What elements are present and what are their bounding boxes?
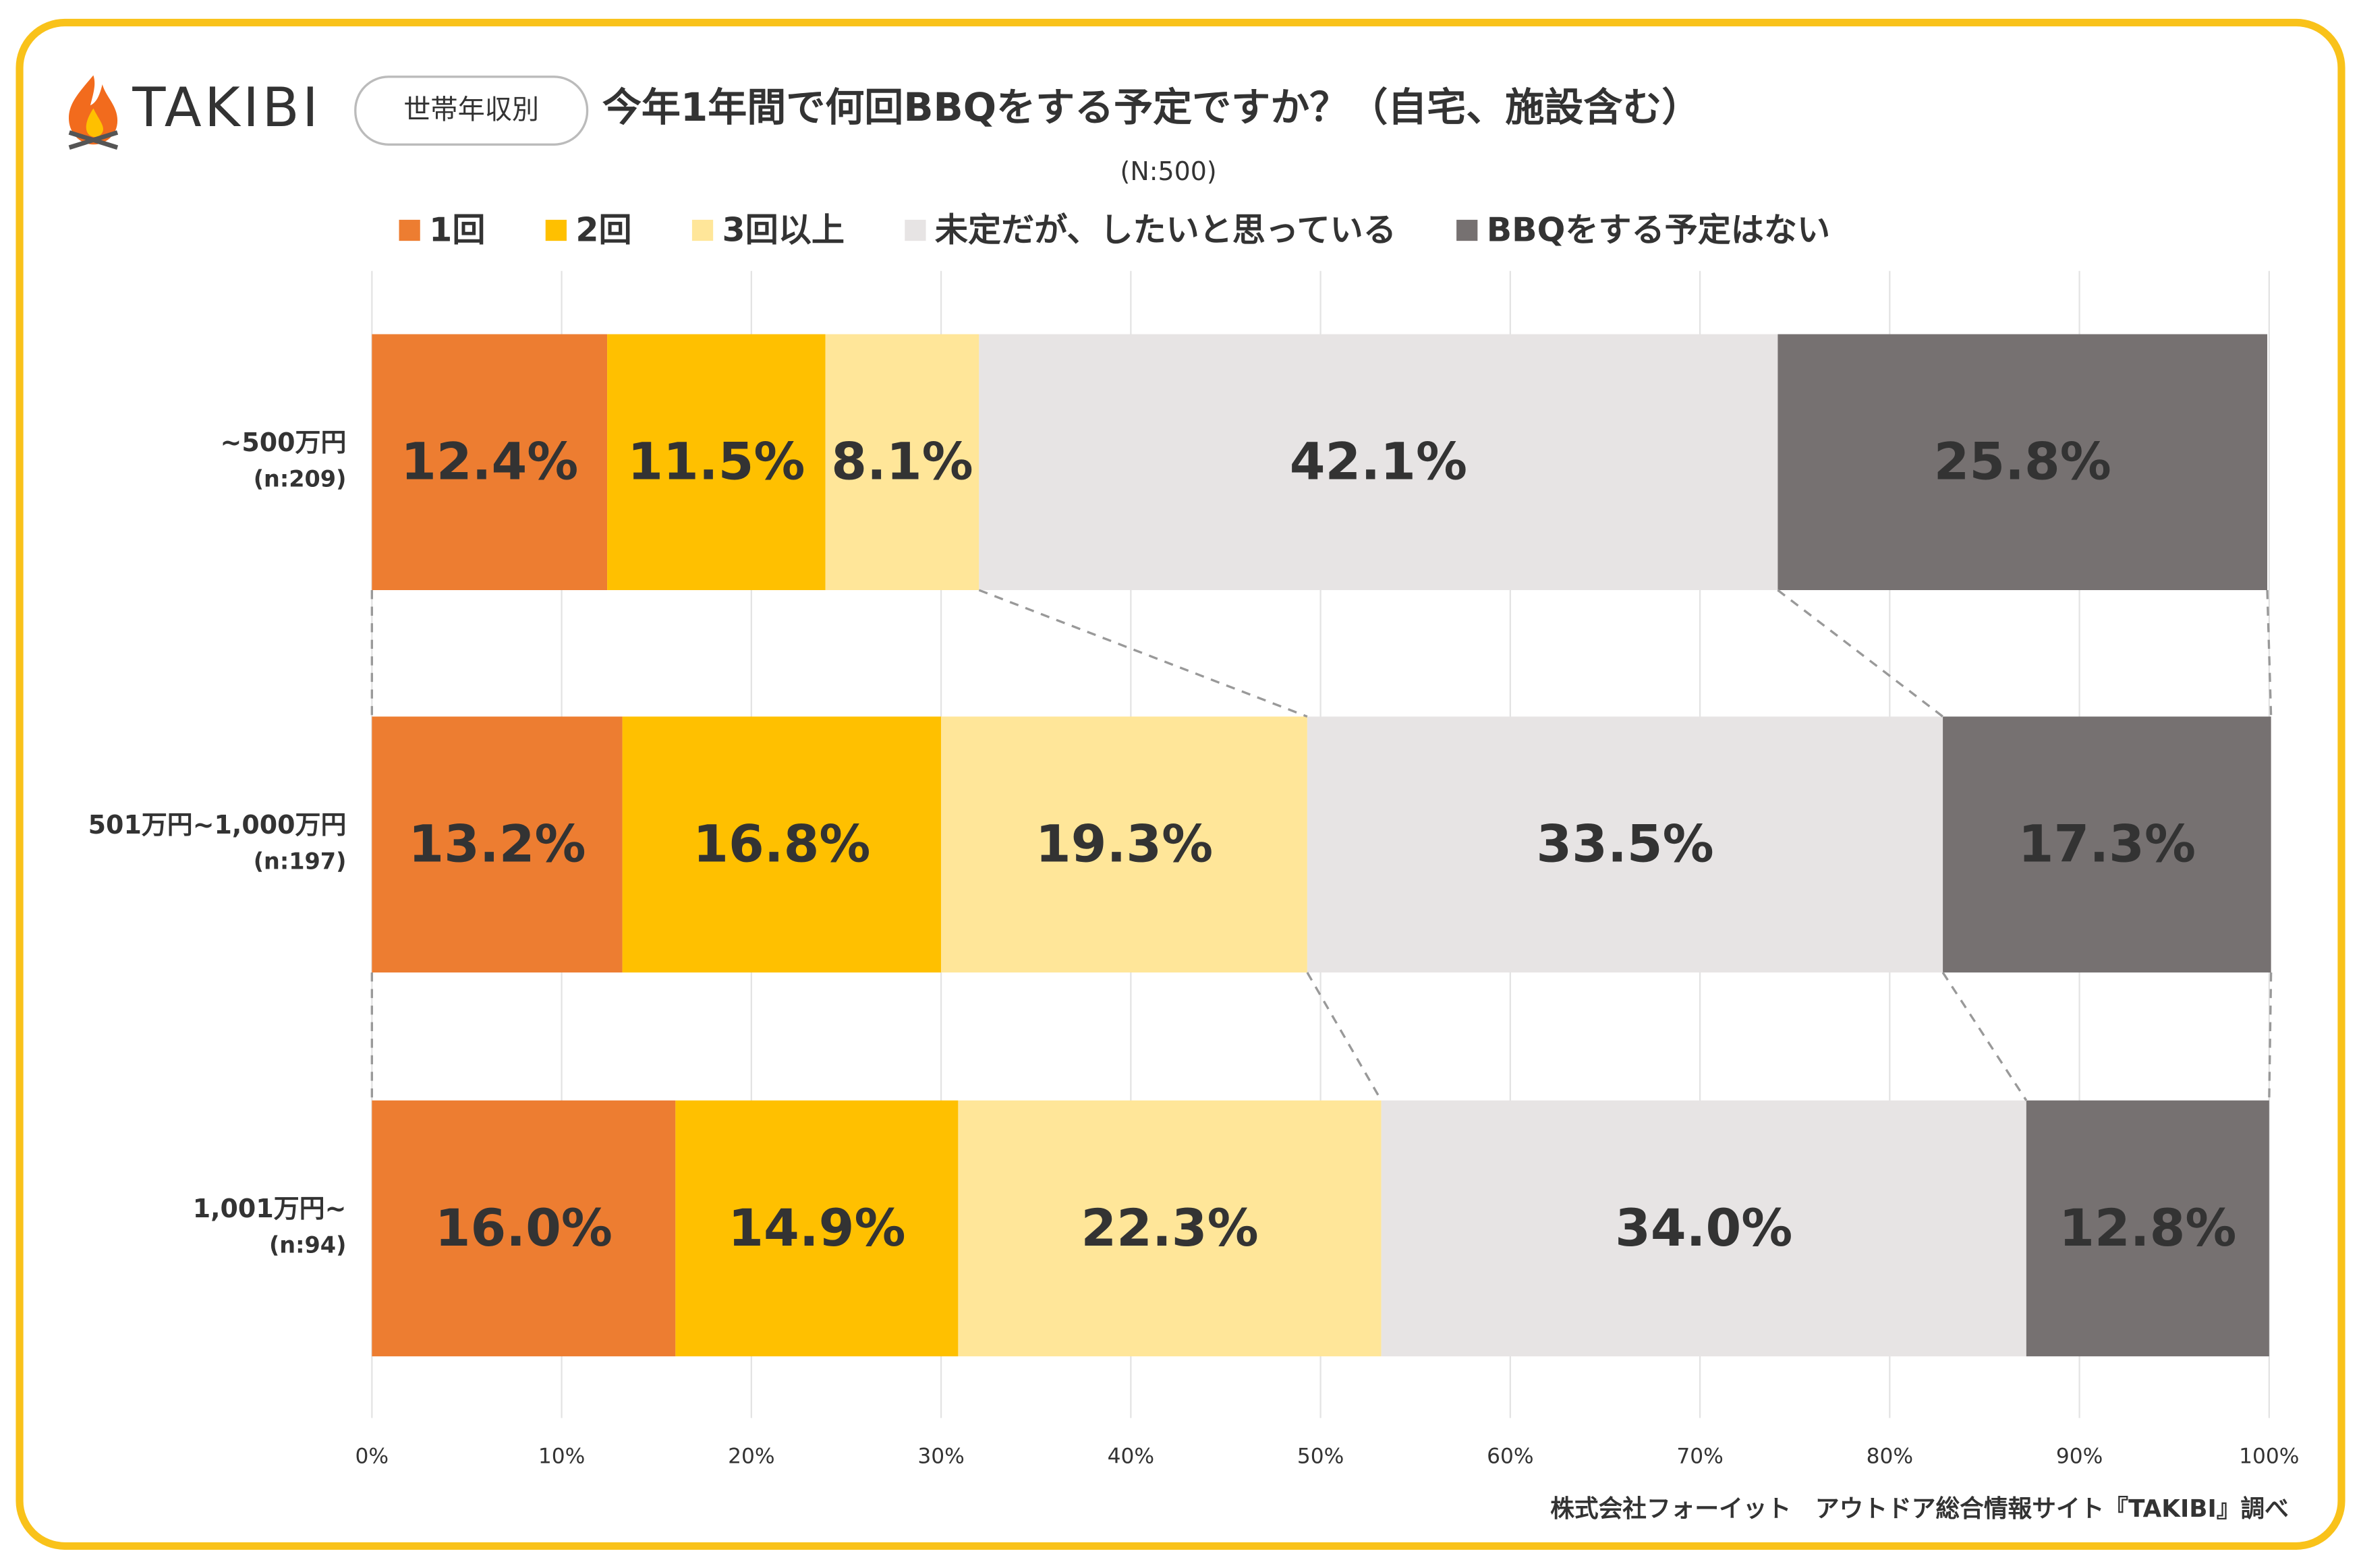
value-label: 8.1%	[831, 432, 973, 492]
value-label: 17.3%	[2018, 815, 2196, 874]
y-tick-label: ~500万円	[221, 428, 347, 457]
legend-label: 未定だが、したいと思っている	[935, 210, 1396, 249]
value-label: 16.0%	[435, 1198, 613, 1258]
bar-segment	[825, 334, 979, 590]
x-tick-label: 80%	[1867, 1445, 1913, 1469]
value-label: 25.8%	[1934, 432, 2111, 492]
y-tick-note: (n:209)	[254, 466, 347, 492]
value-label: 16.8%	[693, 815, 870, 874]
x-tick-label: 20%	[728, 1445, 774, 1469]
brand: TAKIBI	[132, 76, 321, 139]
legend-label: 1回	[429, 210, 485, 249]
value-label: 19.3%	[1035, 815, 1213, 874]
value-label: 13.2%	[408, 815, 586, 874]
legend-swatch	[399, 219, 420, 241]
bar-segment	[372, 1100, 676, 1357]
bar-segment	[372, 334, 608, 590]
connector-line	[2268, 972, 2273, 1101]
connector-line	[1306, 972, 1383, 1101]
logo-icon	[68, 75, 119, 150]
x-tick-label: 30%	[917, 1445, 964, 1469]
bar-segment	[1777, 334, 2268, 590]
x-tick-label: 100%	[2239, 1445, 2299, 1469]
bar-segment	[958, 1100, 1382, 1357]
badge	[354, 76, 589, 146]
bar-segment	[607, 334, 826, 590]
x-tick-label: 60%	[1487, 1445, 1533, 1469]
source: 株式会社フォーイット アウトドア総合情報サイト『TAKIBI』調べ	[1550, 1495, 2289, 1523]
x-tick-label: 50%	[1297, 1445, 1344, 1469]
legend-label: 3回以上	[722, 210, 845, 249]
x-tick-label: 40%	[1108, 1445, 1154, 1469]
x-tick-label: 0%	[355, 1445, 389, 1469]
y-tick-label: 501万円~1,000万円	[88, 810, 347, 840]
badge-text: 世帯年収別	[403, 94, 539, 125]
connector-line	[978, 589, 1308, 718]
connector-line	[2266, 589, 2273, 717]
y-tick-note: (n:197)	[254, 848, 347, 875]
legend-label: BBQをする予定はない	[1487, 210, 1830, 249]
y-tick-label: 1,001万円~	[193, 1194, 347, 1223]
bar-segment	[1381, 1100, 2026, 1357]
x-tick-label: 90%	[2056, 1445, 2103, 1469]
connector-line	[1777, 589, 1944, 718]
legend-swatch	[905, 219, 926, 241]
bar-segment	[1307, 716, 1943, 972]
value-label: 22.3%	[1081, 1198, 1258, 1258]
value-label: 12.4%	[401, 432, 578, 492]
legend-swatch	[691, 219, 714, 241]
bar-segment	[2026, 1100, 2269, 1357]
value-label: 33.5%	[1536, 815, 1713, 874]
connector-line	[1941, 972, 2028, 1101]
bar-segment	[1943, 716, 2271, 972]
value-label: 12.8%	[2059, 1198, 2236, 1258]
value-label: 42.1%	[1290, 432, 1467, 492]
x-tick-label: 70%	[1676, 1445, 1723, 1469]
legend-label: 2回	[575, 210, 631, 249]
y-tick-note: (n:94)	[269, 1232, 346, 1258]
bar-segment	[372, 716, 623, 972]
bar-segment	[622, 716, 942, 972]
legend-swatch	[545, 219, 567, 241]
bar-segment	[979, 334, 1778, 590]
chart-subtitle: (N:500)	[1120, 156, 1217, 186]
bar-segment	[941, 716, 1307, 972]
bar-segment	[675, 1100, 959, 1357]
legend-swatch	[1456, 219, 1478, 241]
value-label: 34.0%	[1615, 1198, 1792, 1258]
value-label: 14.9%	[728, 1198, 905, 1258]
x-tick-label: 10%	[538, 1445, 585, 1469]
value-label: 11.5%	[627, 432, 805, 492]
chart-title: 今年1年間で何回BBQをする予定ですか？（自宅、施設含む）	[602, 84, 1701, 130]
